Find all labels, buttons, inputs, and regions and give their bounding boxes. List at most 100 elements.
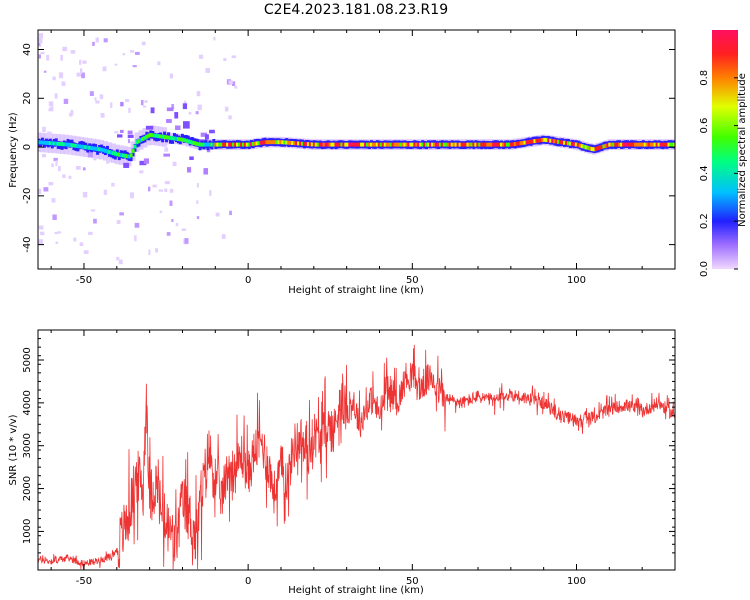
spectrogram-ridge-core [639,142,643,147]
snr-ticks: -50 0 50 100 1000 2000 3000 4000 5000 [22,330,676,587]
spectrogram-ridge-core [466,142,470,147]
spectrogram-speckle [155,248,158,253]
spectrogram-ridge-core [192,141,196,146]
spectrogram-speckle [127,138,131,144]
spectrogram-ridge-core [131,149,135,153]
spectrogram-ridge-core [176,137,180,142]
spectrogram-speckle [38,33,44,39]
spectrogram-ridge-core [300,141,304,146]
spectrogram-ridge-core [92,146,96,151]
spectrogram-ridge-core [655,142,659,147]
spectrogram-ridge-core [129,153,133,158]
spectrogram-ridge-core [297,141,301,146]
spectrogram-speckle [39,231,45,235]
spectrogram-ridge-core [306,142,310,147]
spectrogram-ridge-core [399,142,403,147]
spectrogram-ridge-core [401,142,405,147]
figure-title: C2E4.2023.181.08.23.R19 [264,2,448,18]
spectrogram-ridge-core [314,142,318,147]
spectrogram-ridge-core [86,145,90,150]
spectrogram-speckle [188,111,192,115]
spectrogram-speckle [181,228,187,231]
colorbar-tick-label: 0.4 [699,165,710,181]
spectrogram-ridge-core [139,138,143,142]
spectrogram-ridge-core [545,138,549,143]
spectrogram-speckle [196,216,200,220]
spectrogram-speckle [123,162,130,168]
spectrogram-speckle [197,104,202,111]
spectrogram-ridge-core [316,142,320,147]
spectrogram-ridge-core [275,140,279,145]
spectrogram-speckle [93,155,97,161]
colorbar: 0.0 0.2 0.4 0.6 0.8 Normalized spectral ampl… [699,30,748,277]
spectrogram-ridge-core [417,142,421,147]
spectrogram-ridge-core [631,142,635,147]
spectrogram-ridge-core [377,142,381,147]
spectrogram-ridge-core [293,141,297,146]
spectrogram-xtick-label: 100 [567,275,586,286]
spectrogram-ridge-core [602,144,606,149]
spectrogram-xlabel: Height of straight line (km) [288,285,424,296]
spectrogram-speckle [47,131,52,137]
spectrogram-speckle [147,186,151,192]
spectrogram-ridge-core [673,142,675,147]
spectrogram-ridge-core [257,141,261,146]
spectrogram-ridge-core [505,142,509,147]
spectrogram-ridge-core [501,142,505,147]
spectrogram-speckle [234,85,238,89]
spectrogram-ridge-core [580,144,584,149]
spectrogram-ridge-core [350,142,354,147]
spectrogram-ridge-core [182,138,186,143]
spectrogram-ridge-core [163,135,167,139]
spectrogram-ridge-core [326,142,330,147]
spectrogram-ridge-core [482,142,486,147]
spectrogram-ridge-core [444,142,448,147]
spectrogram-ridge-core [90,146,94,151]
spectrogram-ridge-core [535,138,539,143]
spectrogram-speckle [57,166,61,172]
spectrogram-speckle [120,101,124,107]
spectrogram-speckle [171,104,175,110]
spectrogram-ridge-core [519,141,523,146]
spectrogram-ridge-core [423,142,427,147]
spectrogram-ridge-core [539,138,543,143]
spectrogram-ridge-core [80,144,84,149]
spectrogram-ridge-core [659,142,663,147]
snr-panel: -50 0 50 100 1000 2000 3000 4000 5000 Height of … [8,329,676,596]
spectrogram-ridge-core [405,142,409,147]
spectrogram-speckle [43,187,49,192]
spectrogram-speckle [159,210,163,214]
spectrogram-ridge-core [253,141,257,146]
spectrogram-speckle [75,166,81,170]
spectrogram-ridge-core [218,142,222,147]
spectrogram-speckle [38,188,42,195]
spectrogram-ridge-core [563,140,567,145]
spectrogram-ridge-core [574,142,578,147]
spectrogram-speckle [99,94,104,100]
spectrogram-ridge-core [533,139,537,144]
spectrogram-speckle [169,188,174,193]
spectrogram-ridge-core [200,142,204,147]
spectrogram-ridge-core [513,142,517,146]
spectrogram-speckle [46,54,50,61]
spectrogram-speckle [103,38,108,43]
spectrogram-ridge-core [261,140,265,145]
spectrogram-ridge-core [596,146,600,151]
spectrogram-speckle [204,134,209,140]
spectrogram-speckle [141,41,146,46]
spectrogram-ridge-core [172,136,176,141]
spectrogram-ridge-core [366,142,370,147]
spectrogram-ridge-core [432,142,436,147]
spectrogram-ridge-core [460,142,464,147]
spectrogram-speckle [130,192,134,199]
spectrogram-ridge-core [64,142,68,147]
spectrogram-ridge-core [600,145,604,149]
spectrogram-speckle [196,200,199,204]
spectrogram-speckle [110,102,113,109]
spectrogram-ridge-core [594,146,598,151]
spectrogram-ridge-core [157,134,161,139]
spectrogram-speckle [164,147,169,152]
spectrogram-ridge-core [665,142,669,147]
spectrogram-ridge-core [167,135,171,140]
spectrogram-ridge-core [622,142,626,147]
